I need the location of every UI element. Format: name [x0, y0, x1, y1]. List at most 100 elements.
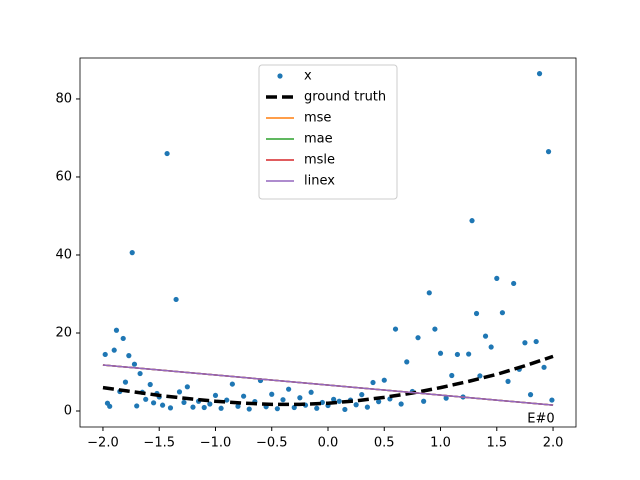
point — [147, 381, 153, 388]
y-tick-label: 0 — [64, 404, 72, 419]
point — [274, 406, 280, 412]
legend-label: linex — [304, 174, 335, 189]
point — [143, 396, 149, 402]
point — [297, 395, 303, 401]
point — [494, 275, 500, 281]
point — [499, 310, 506, 316]
point — [241, 393, 247, 399]
point — [488, 344, 494, 350]
y-tick-label: 20 — [55, 325, 72, 340]
point — [376, 399, 382, 405]
x-tick-label: 1.0 — [430, 436, 451, 451]
point — [126, 353, 132, 359]
point — [319, 399, 325, 406]
point — [522, 340, 528, 346]
point — [218, 405, 224, 411]
point — [404, 359, 410, 365]
point — [466, 351, 472, 357]
annotation: E#0 — [527, 412, 554, 427]
point — [111, 347, 117, 353]
point — [107, 403, 113, 409]
point — [549, 397, 555, 403]
point — [150, 400, 157, 406]
x-tick-label: −0.5 — [256, 436, 288, 451]
point — [392, 326, 399, 332]
x-tick-label: 0.0 — [318, 436, 339, 451]
point — [342, 406, 348, 413]
x-tick-label: 1.5 — [486, 436, 507, 451]
point — [235, 403, 241, 409]
point — [511, 280, 517, 287]
point — [212, 392, 219, 399]
point — [533, 338, 539, 345]
point — [541, 364, 547, 370]
point — [331, 396, 337, 402]
point — [536, 71, 543, 77]
point — [167, 405, 174, 411]
point — [314, 405, 320, 411]
point — [229, 381, 235, 387]
y-tick-label: 60 — [55, 169, 72, 184]
point — [364, 404, 370, 410]
point — [190, 404, 196, 410]
point — [207, 401, 213, 407]
y-tick-label: 80 — [55, 91, 72, 106]
point — [421, 398, 427, 404]
legend-box — [258, 64, 398, 200]
point — [120, 335, 126, 342]
point — [477, 373, 483, 379]
point — [473, 310, 480, 317]
plot-area — [102, 71, 555, 413]
point — [454, 351, 461, 358]
point — [113, 327, 120, 333]
series-line — [102, 354, 554, 407]
point — [164, 150, 170, 157]
point — [181, 399, 187, 406]
point — [176, 389, 183, 395]
point — [370, 379, 376, 386]
point — [359, 392, 365, 398]
point — [280, 397, 286, 403]
x-tick-label: −2.0 — [87, 436, 119, 451]
point — [224, 397, 230, 403]
point — [443, 395, 449, 401]
series-line — [102, 364, 554, 406]
point — [482, 333, 489, 339]
point — [437, 350, 444, 356]
point — [426, 290, 432, 296]
legend-label: x — [304, 69, 312, 84]
point — [353, 402, 359, 408]
point — [246, 406, 252, 412]
point — [159, 402, 166, 408]
y-tick-label: 40 — [55, 247, 72, 262]
point — [291, 404, 297, 411]
point — [527, 392, 534, 398]
legend-label: mae — [304, 132, 333, 147]
point — [449, 372, 455, 379]
point — [381, 377, 387, 383]
x-tick-label: −1.0 — [200, 436, 232, 451]
point — [432, 326, 438, 332]
point — [286, 386, 292, 392]
point — [102, 351, 108, 358]
legend-label: mse — [304, 111, 331, 126]
x-tick-label: 0.5 — [374, 436, 395, 451]
point — [173, 296, 179, 303]
point — [505, 378, 511, 384]
point — [129, 250, 135, 256]
point — [269, 391, 275, 397]
point — [201, 404, 207, 411]
point — [308, 389, 314, 395]
point — [336, 398, 342, 404]
point — [398, 401, 404, 407]
point — [131, 361, 138, 367]
point — [137, 370, 143, 377]
point — [134, 403, 140, 409]
x-tick-label: −1.5 — [143, 436, 175, 451]
legend-label: msle — [304, 153, 335, 168]
point — [122, 379, 129, 385]
point — [184, 384, 190, 390]
point — [469, 218, 475, 224]
legend-label: ground truth — [304, 90, 386, 105]
